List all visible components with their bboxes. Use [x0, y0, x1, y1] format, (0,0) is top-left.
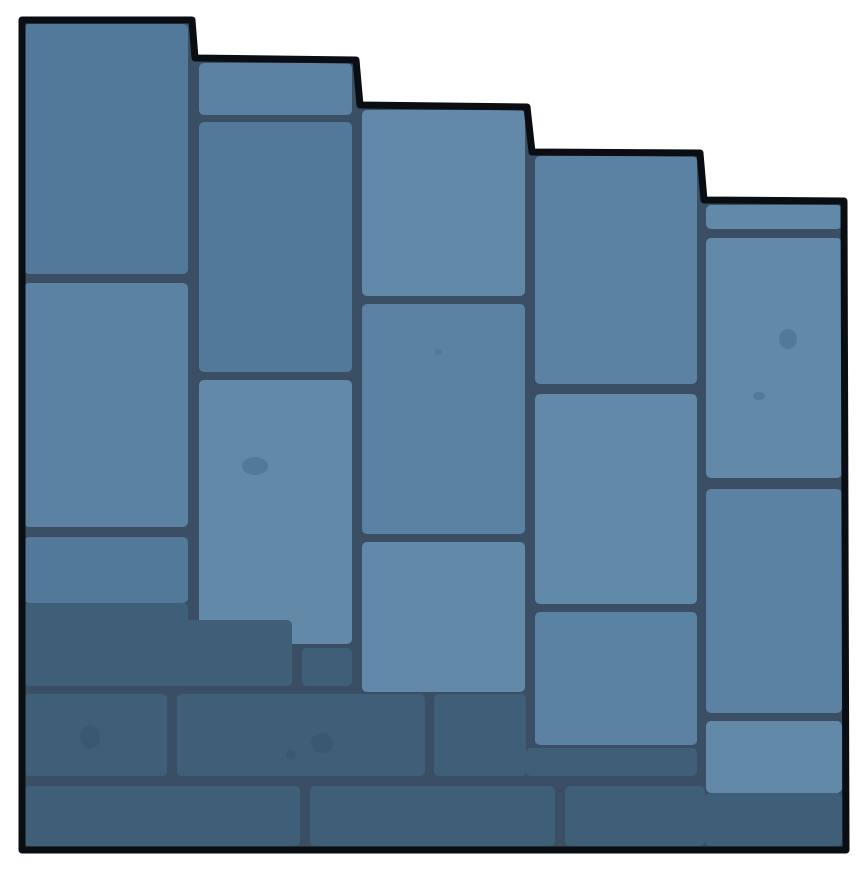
bottom-brick-3	[565, 786, 705, 846]
brick-col5-1	[706, 205, 842, 229]
shadow-brick-5	[434, 694, 526, 776]
shadow-brick-1	[24, 620, 292, 686]
brick-col2-1	[199, 63, 352, 115]
brick-layer	[24, 24, 842, 846]
brick-col1-3	[24, 537, 188, 603]
shadow-strip-1	[24, 603, 188, 623]
speckle-1	[242, 457, 268, 475]
brick-col1-1	[24, 24, 188, 274]
bottom-brick-1	[24, 786, 300, 846]
speckle-6	[311, 733, 333, 753]
speckle-2	[434, 349, 442, 355]
shadow-brick-6	[526, 748, 697, 776]
speckle-7	[286, 750, 296, 760]
brick-col2-2	[199, 122, 352, 372]
bottom-brick-4	[705, 793, 842, 846]
brick-col2-3	[199, 380, 352, 644]
shadow-brick-4	[177, 694, 425, 776]
speckle-5	[80, 725, 100, 749]
brick-col4-1	[535, 156, 697, 384]
speckle-layer	[80, 329, 797, 760]
speckle-4	[753, 392, 765, 400]
staircase-outline	[18, 16, 850, 854]
brick-col3-1	[362, 110, 525, 296]
speckle-3	[779, 329, 797, 349]
brick-col3-3	[362, 542, 525, 692]
shadow-brick-2	[302, 648, 352, 686]
brick-col5-4	[706, 721, 842, 793]
brick-col5-2	[706, 238, 842, 478]
brick-col4-2	[535, 394, 697, 604]
bottom-brick-2	[310, 786, 555, 846]
brick-col5-3	[706, 489, 842, 713]
brick-col1-2	[24, 283, 188, 527]
brick-col4-3	[535, 612, 697, 745]
brick-col3-2	[362, 304, 525, 534]
